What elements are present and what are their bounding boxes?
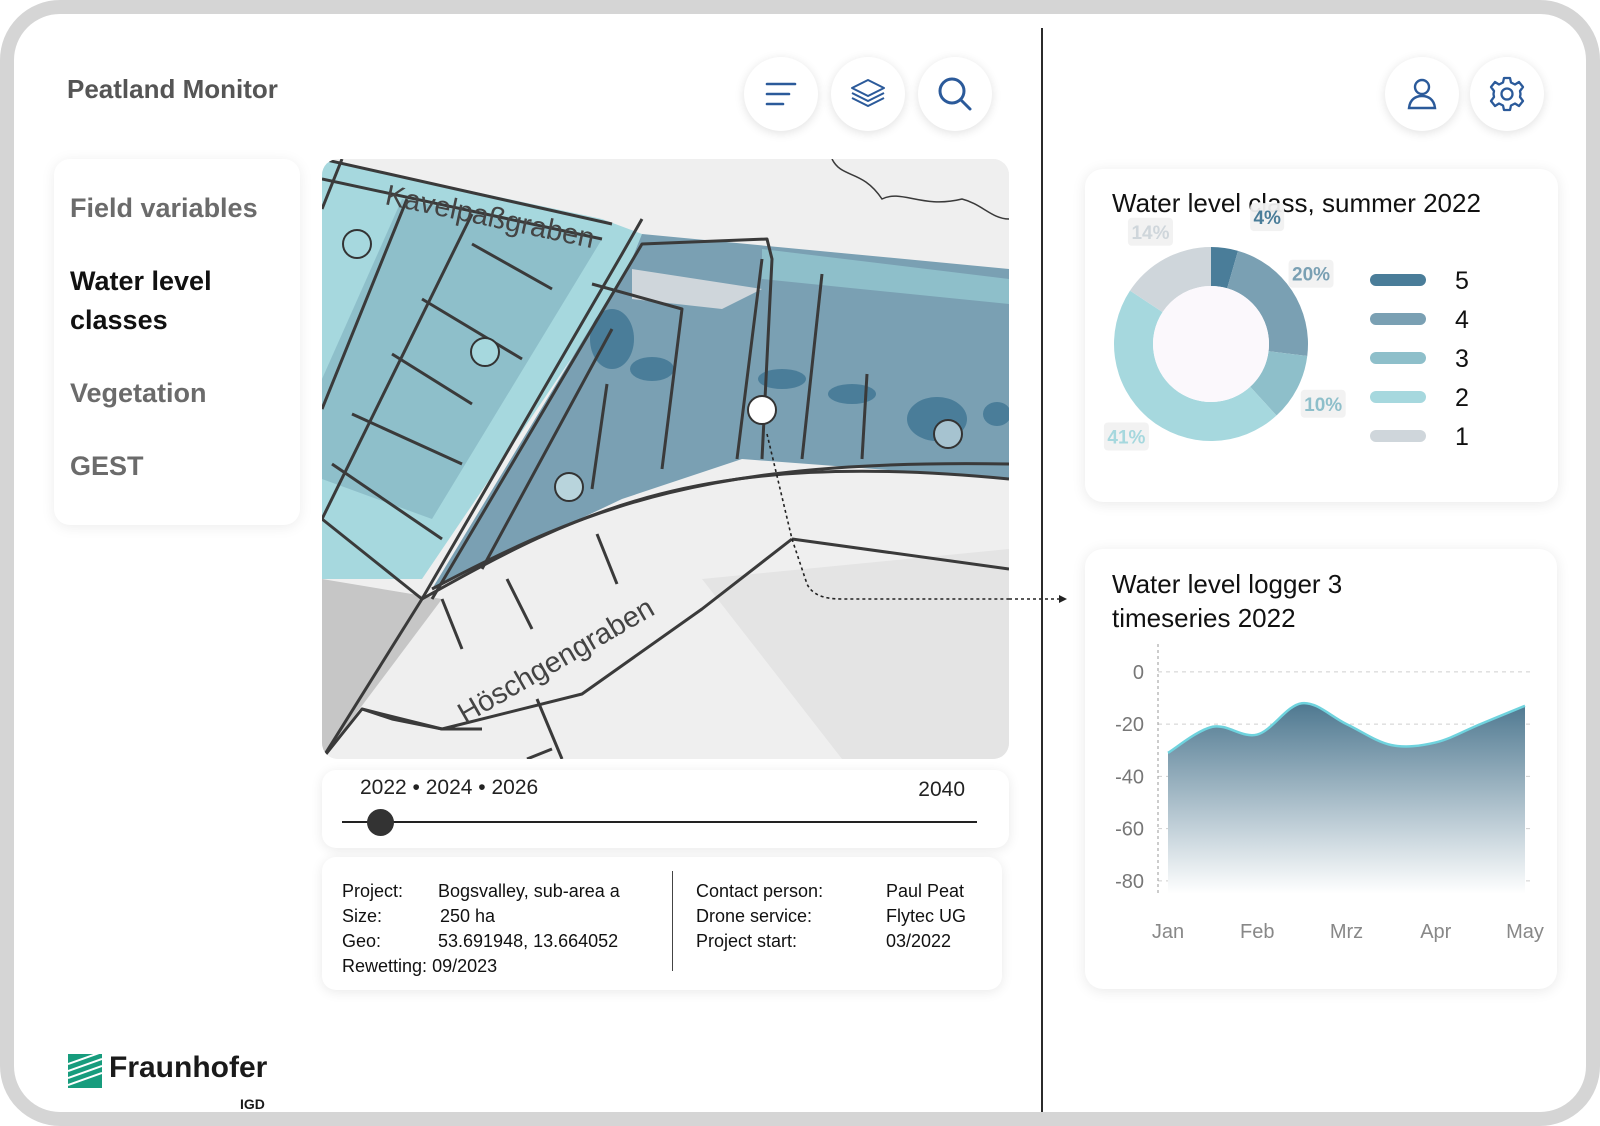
logger-timeseries-card: Water level logger 3 timeseries 2022 0 -2… [1085,549,1557,989]
connector-arrow [1009,595,1067,603]
info-divider [672,871,673,971]
layers-button[interactable] [831,57,905,131]
donut-value-label: 14% [1131,223,1169,244]
menu-button[interactable] [744,57,818,131]
donut-slice-class-2[interactable] [1114,290,1277,441]
donut-label-bg [1300,389,1346,418]
timeline-end-label: 2040 [918,778,965,801]
area-fill [1168,703,1525,894]
donut-label-bg [1103,422,1149,451]
logger-marker-3[interactable] [554,472,584,502]
settings-button[interactable] [1470,57,1544,131]
donut-slice-class-5[interactable] [1211,247,1239,289]
nav-item-vegetation[interactable]: Vegetation [70,378,207,408]
menu-icon [765,82,797,106]
project-info-panel: Project: Bogsvalley, sub-area a Size: 250 … [322,857,1002,990]
timeline-panel: 2022 • 2024 • 2026 2040 [322,770,1009,848]
user-icon [1407,78,1437,110]
legend-label-class-2: 2 [1455,384,1469,412]
donut-value-label: 4% [1253,208,1281,229]
info-row-project: Project: Bogsvalley, sub-area a [342,881,620,901]
field-class4 [432,234,1009,589]
chart-title: Water level class, summer 2022 [1112,188,1481,218]
y-tick-label: -60 [1115,819,1144,841]
donut-value-label: 20% [1292,265,1330,286]
panel-divider [1041,28,1043,1112]
x-tick-label: Jan [1152,921,1184,943]
y-tick-label: -80 [1115,871,1144,893]
legend-label-class-1: 1 [1455,423,1469,451]
y-tick-label: 0 [1133,662,1144,684]
timeline-track[interactable] [342,821,977,823]
legend-swatch-class-3 [1370,352,1426,364]
info-row-rewetting: Rewetting: 09/2023 [342,956,498,976]
donut-label-bg [1288,259,1334,288]
logger-connector-line [766,433,1009,600]
legend-label-class-3: 3 [1455,345,1469,373]
donut-chart: 4% 20% 10% 41% 14% 5 4 3 2 1 [1103,203,1469,451]
fraunhofer-logo-mark [67,1051,103,1088]
x-tick-label: Apr [1420,921,1451,943]
nav-item-field-variables[interactable]: Field variables [70,193,258,223]
legend-label-class-5: 5 [1455,267,1469,295]
info-row-start: Project start: 03/2022 [696,931,952,951]
donut-slice-class-4[interactable] [1227,250,1308,356]
chart-title: Water level logger 3 timeseries 2022 [1112,569,1343,633]
field-class1 [632,269,762,309]
gear-icon [1489,76,1525,112]
legend-swatch-class-5 [1370,274,1426,286]
fraunhofer-logo: Fraunhofer IGD [67,1051,267,1112]
info-row-size: Size: 250 ha [342,906,496,926]
donut-hole [1153,286,1269,402]
info-row-contact: Contact person: Paul Peat [696,881,965,901]
donut-label-bg [1250,203,1285,232]
layers-icon [851,79,885,107]
donut-slice-class-3[interactable] [1250,351,1308,416]
timeline-years-label: 2022 • 2024 • 2026 [360,776,539,799]
info-row-geo: Geo: 53.691948, 13.664052 [342,931,619,951]
info-row-drone: Drone service: Flytec UG [696,906,967,926]
map-view[interactable]: Kavelpaßgraben Höschgengraben [322,159,1009,759]
area-chart: 0 -20 -40 -60 -80 Jan Feb Mrz Apr May [1115,644,1544,943]
y-tick-label: -40 [1115,766,1144,788]
search-button[interactable] [918,57,992,131]
x-tick-label: Feb [1240,921,1274,943]
donut-slice-class-1[interactable] [1129,247,1211,313]
x-tick-label: Mrz [1330,921,1363,943]
logo-text: Fraunhofer [109,1051,268,1084]
legend-label-class-4: 4 [1455,306,1469,334]
donut-label-bg [1127,217,1173,246]
x-tick-label: May [1506,921,1544,943]
legend-swatch-class-2 [1370,391,1426,403]
logger-marker-5[interactable] [933,419,963,449]
app-title: Peatland Monitor [67,74,278,104]
user-button[interactable] [1385,57,1459,131]
donut-value-label: 41% [1107,428,1145,449]
water-level-class-card: Water level class, summer 2022 4% 20% 10% 4… [1085,169,1558,502]
search-icon [938,77,972,111]
y-tick-label: -20 [1115,714,1144,736]
timeline-slider-handle[interactable] [367,809,394,836]
nav-panel: Field variables Water level classes Vege… [54,159,300,525]
logger-marker-2[interactable] [470,337,500,367]
nav-item-gest[interactable]: GEST [70,451,144,481]
logo-subtext: IGD [240,1096,265,1112]
legend-swatch-class-1 [1370,430,1426,442]
logger-marker-1[interactable] [342,229,372,259]
nav-item-water-level-classes[interactable]: Water level classes [70,266,212,335]
donut-value-label: 10% [1304,395,1342,416]
series-line[interactable] [1167,701,1526,754]
legend-swatch-class-4 [1370,313,1426,325]
logger-marker-selected[interactable] [747,395,777,425]
